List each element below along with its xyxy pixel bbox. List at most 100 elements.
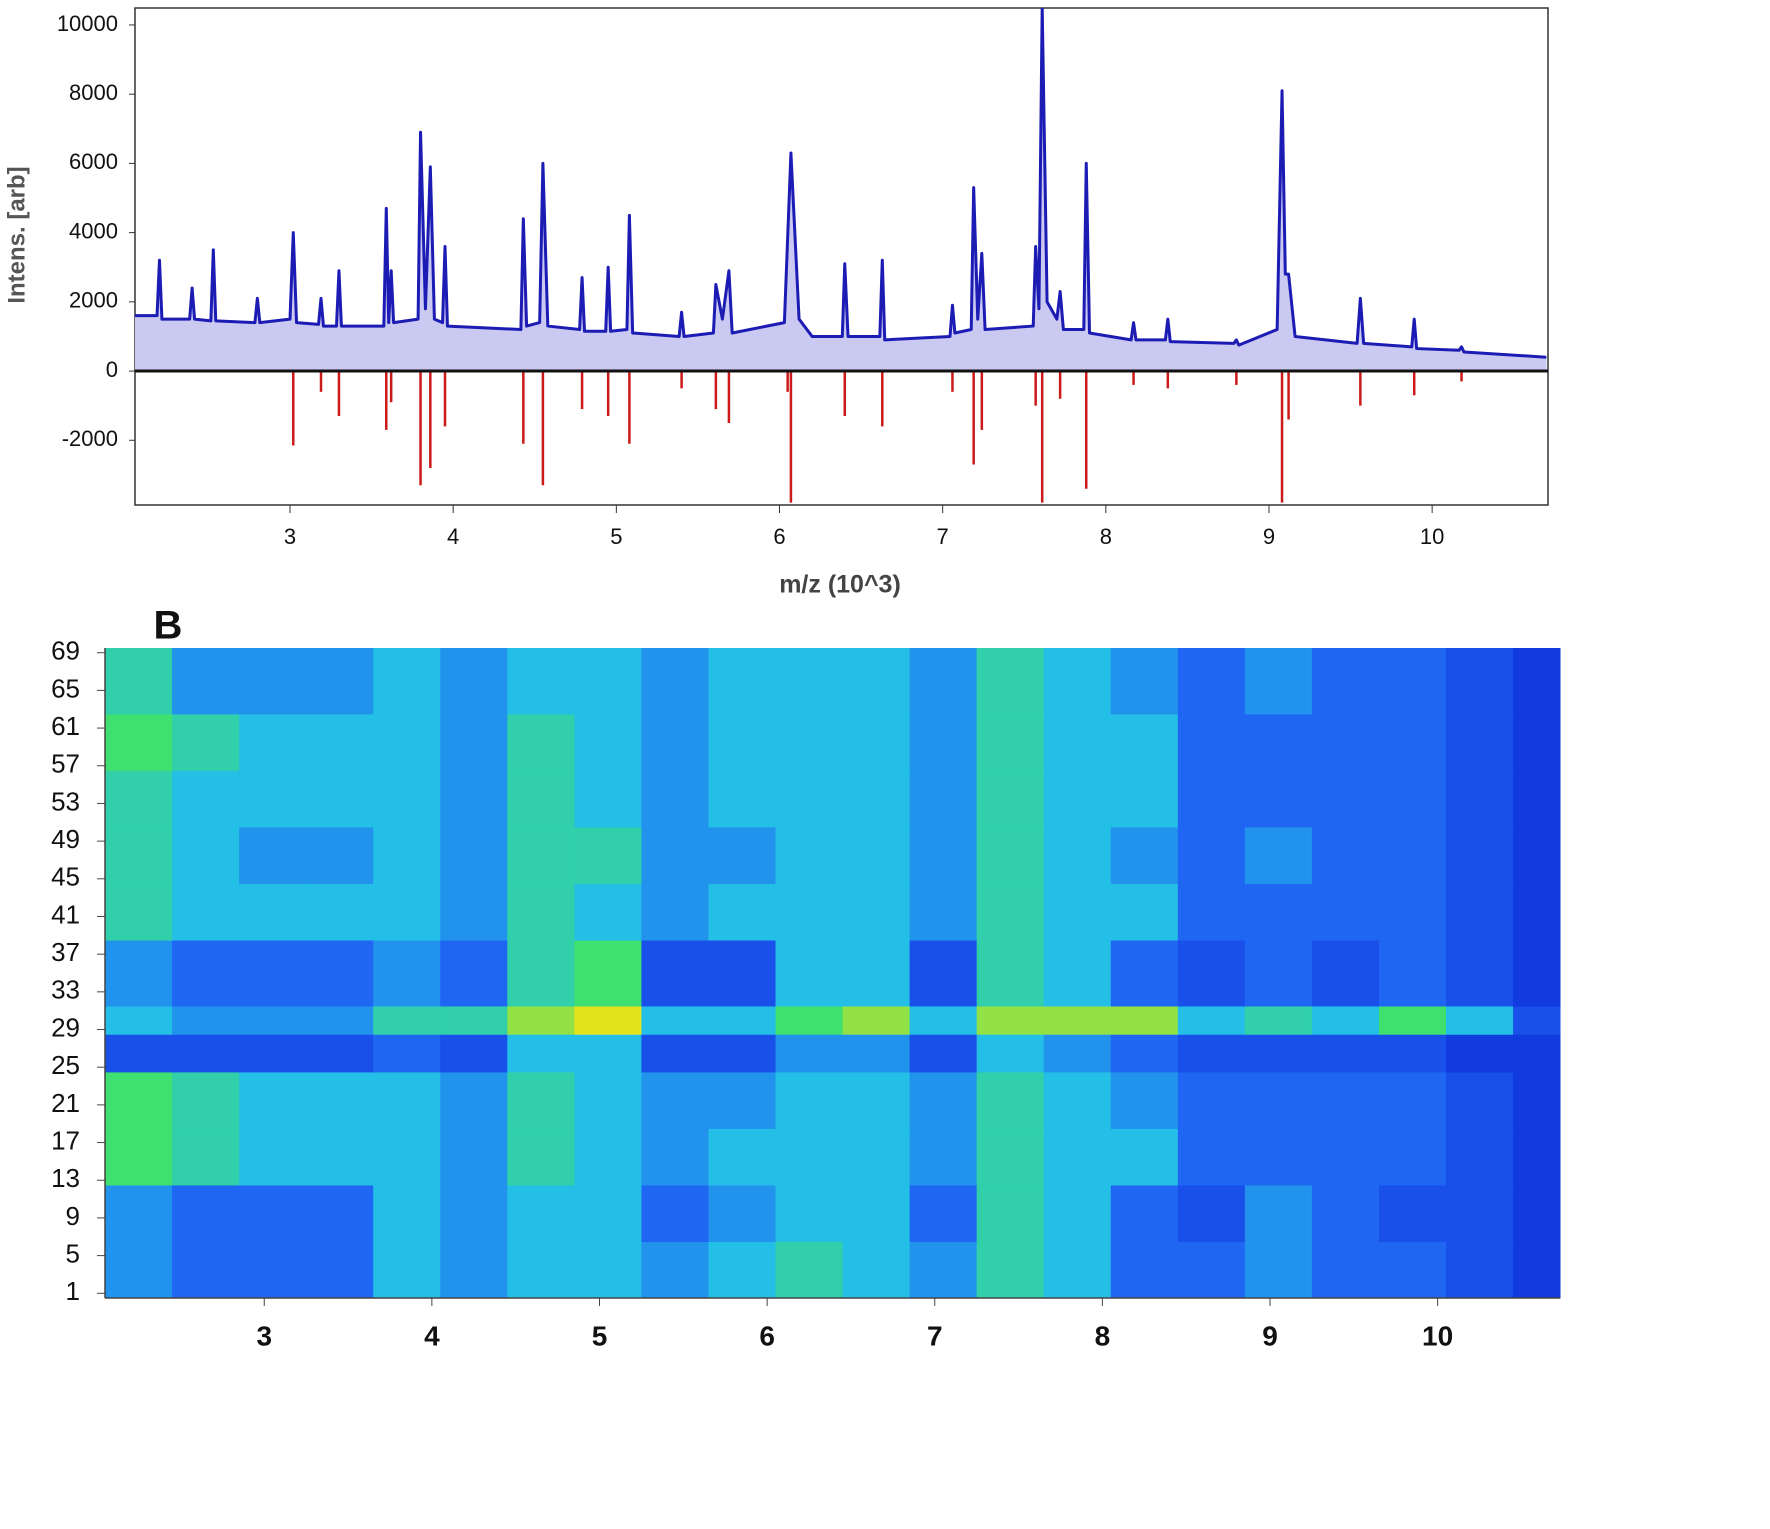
heatmap-cell bbox=[1244, 826, 1313, 885]
heatmap-cell bbox=[1311, 770, 1380, 828]
heatmap-cell bbox=[1244, 1071, 1313, 1129]
y-tick-label: 45 bbox=[51, 862, 80, 892]
heatmap-cell bbox=[1110, 826, 1179, 885]
heatmap-cell bbox=[641, 826, 709, 885]
y-tick-label: -2000 bbox=[62, 426, 118, 451]
y-tick-label: 61 bbox=[51, 711, 80, 741]
heatmap-cell bbox=[842, 713, 911, 771]
heatmap-cell bbox=[440, 1071, 508, 1129]
heatmap-cell bbox=[373, 1071, 441, 1129]
heatmap-cell bbox=[708, 1241, 777, 1299]
y-tick-label: 5 bbox=[66, 1238, 80, 1268]
x-tick-label: 3 bbox=[284, 524, 296, 549]
heatmap-cell bbox=[306, 713, 374, 771]
heatmap-cell bbox=[775, 883, 844, 941]
heatmap-cell bbox=[1311, 648, 1380, 715]
heatmap-cell bbox=[440, 940, 508, 1007]
heatmap-cell bbox=[105, 1071, 173, 1129]
y-tick-label: 29 bbox=[51, 1012, 80, 1042]
plot-frame bbox=[134, 7, 1549, 506]
x-tick-label: 9 bbox=[1263, 524, 1275, 549]
heatmap-cell bbox=[976, 1128, 1045, 1186]
heatmap-cell bbox=[306, 940, 374, 1007]
heatmap-cell bbox=[507, 1184, 575, 1242]
heatmap-cell bbox=[1311, 1128, 1380, 1186]
heatmap-cell bbox=[641, 1128, 709, 1186]
heatmap-cell bbox=[306, 1184, 374, 1242]
heatmap-cell bbox=[1311, 940, 1380, 1007]
heatmap-cell bbox=[1110, 648, 1179, 715]
heatmap-cell bbox=[172, 713, 240, 771]
heatmap-cell bbox=[1378, 1005, 1447, 1035]
heatmap-cell bbox=[306, 1071, 374, 1129]
heatmap-cell bbox=[976, 826, 1045, 885]
x-tick-label: 10 bbox=[1420, 524, 1444, 549]
heatmap-cell bbox=[1446, 1071, 1514, 1129]
y-tick-label: 10000 bbox=[57, 11, 118, 36]
heatmap-cell bbox=[641, 713, 709, 771]
heatmap-cell bbox=[440, 770, 508, 828]
heatmap-cell bbox=[1513, 883, 1561, 941]
heatmap-cell bbox=[1311, 883, 1380, 941]
heatmap-cell bbox=[1378, 1184, 1447, 1242]
heatmap-cell bbox=[507, 1241, 575, 1299]
heatmap-cell bbox=[105, 770, 173, 828]
heatmap-cell bbox=[373, 770, 441, 828]
heatmap-cell bbox=[909, 826, 978, 885]
heatmap-cell bbox=[1177, 770, 1246, 828]
heatmap-cell bbox=[373, 713, 441, 771]
heatmap-cell bbox=[775, 826, 844, 885]
heatmap-cell bbox=[306, 1241, 374, 1299]
heatmap-cell bbox=[306, 770, 374, 828]
heatmap-cell bbox=[708, 1128, 777, 1186]
heatmap-cell bbox=[239, 1071, 307, 1129]
heatmap-cell bbox=[507, 770, 575, 828]
heatmap-cell bbox=[1513, 1184, 1561, 1242]
y-tick-label: 21 bbox=[51, 1088, 80, 1118]
heatmap-cell bbox=[1378, 1128, 1447, 1186]
heatmap-cell bbox=[105, 1005, 173, 1035]
y-axis-title: Intens. [arb] bbox=[3, 166, 30, 303]
heatmap-cell bbox=[1513, 770, 1561, 828]
heatmap-cell bbox=[440, 1241, 508, 1299]
x-tick-label: 7 bbox=[937, 524, 949, 549]
heatmap-cell bbox=[842, 1128, 911, 1186]
heatmap-cell bbox=[641, 1034, 709, 1073]
heatmap-cell bbox=[909, 1071, 978, 1129]
heatmap-cell bbox=[1311, 1184, 1380, 1242]
heatmap-cell bbox=[172, 1184, 240, 1242]
heatmap-cell bbox=[1378, 826, 1447, 885]
heatmap-cell bbox=[1378, 770, 1447, 828]
heatmap-cell bbox=[641, 648, 709, 715]
heatmap-cell bbox=[507, 713, 575, 771]
heatmap-cell bbox=[172, 770, 240, 828]
heatmap-cell bbox=[373, 940, 441, 1007]
heatmap-cell bbox=[775, 1071, 844, 1129]
heatmap-cell bbox=[172, 1128, 240, 1186]
heatmap-cell bbox=[909, 1241, 978, 1299]
heatmap-cell bbox=[574, 713, 642, 771]
heatmap-cell bbox=[574, 770, 642, 828]
heatmap-cell bbox=[1177, 713, 1246, 771]
heatmap-cell bbox=[239, 648, 307, 715]
heatmap-cell bbox=[1446, 1128, 1514, 1186]
heatmap-cell bbox=[1043, 1005, 1112, 1035]
heatmap-cell bbox=[708, 648, 777, 715]
heatmap-cell bbox=[641, 1071, 709, 1129]
heatmap-cell bbox=[1446, 1241, 1514, 1299]
heatmap-cell bbox=[1446, 1184, 1514, 1242]
heatmap-cell bbox=[574, 883, 642, 941]
heatmap-cell bbox=[842, 1034, 911, 1073]
heatmap-cell bbox=[440, 826, 508, 885]
heatmap-cell bbox=[1446, 1005, 1514, 1035]
heatmap-cell bbox=[976, 1241, 1045, 1299]
heatmap-cell bbox=[842, 1241, 911, 1299]
heatmap-cell bbox=[1244, 770, 1313, 828]
heatmap-cell bbox=[373, 1034, 441, 1073]
heatmap-cell bbox=[1177, 940, 1246, 1007]
heatmap-cell bbox=[1177, 1005, 1246, 1035]
heatmap-cell bbox=[1110, 770, 1179, 828]
heatmap-cell bbox=[1378, 940, 1447, 1007]
heatmap-cell bbox=[1446, 648, 1514, 715]
heatmap-cell bbox=[239, 1184, 307, 1242]
